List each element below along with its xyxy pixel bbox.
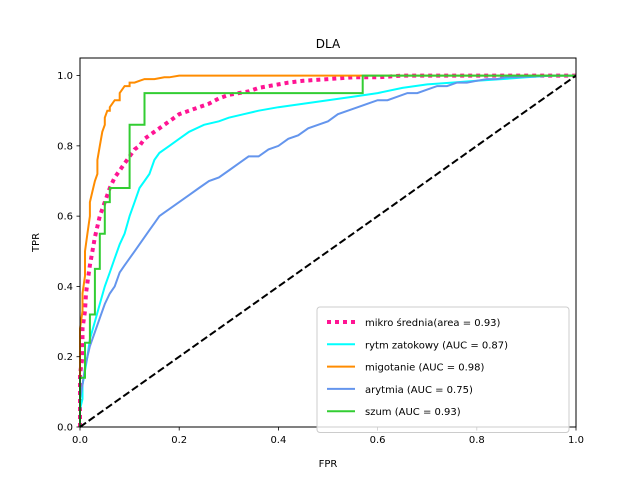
y-tick-label: 0.0 [57,423,73,434]
legend-label-arytmia: arytmia (AUC = 0.75) [365,385,473,396]
legend-label-mikro-rednia: mikro średnia(area = 0.93) [365,317,501,329]
x-tick-label: 0.6 [370,435,386,446]
series-line-migotanie [79,74,576,427]
series-layer [78,73,577,428]
series-line-mikro-rednia [78,73,576,427]
legend-label-migotanie: migotanie (AUC = 0.98) [365,363,485,374]
x-tick-label: 0.2 [171,435,187,446]
series-line-szum [79,74,576,427]
y-tick-label: 0.6 [57,212,73,223]
chart-title: DLA [316,37,341,51]
y-tick-label: 0.2 [57,352,73,363]
legend-label-szum: szum (AUC = 0.93) [365,407,461,418]
legend-label-rytm-zatokowy: rytm zatokowy (AUC = 0.87) [365,340,508,351]
x-tick-label: 0.8 [469,435,485,446]
y-tick-label: 1.0 [57,71,73,82]
series-line-arytmia [79,74,576,427]
x-tick-label: 0.4 [270,435,286,446]
y-tick-label: 0.4 [57,282,73,293]
legend-box [316,306,570,433]
x-tick-label: 0.0 [72,435,88,446]
series-line-rytm-zatokowy [79,74,576,427]
x-axis-label: FPR [319,459,338,470]
x-tick-label: 1.0 [568,435,584,446]
ticks-layer: 0.0 0.2 0.4 0.6 0.8 1.0 0.0 0.2 0.4 0.6 0.8 1.0 [57,71,584,446]
legend: mikro średnia(area = 0.93) rytm zatokowy … [316,306,570,433]
y-axis-label: TPR [31,233,42,253]
series-line-diagonal-reference [79,74,577,428]
y-tick-label: 0.8 [57,141,73,152]
